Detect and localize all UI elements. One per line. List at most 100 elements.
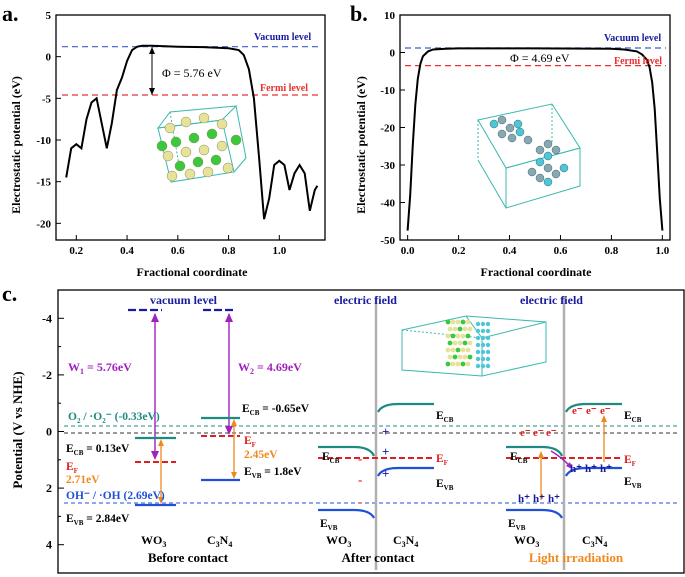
atom (450, 333, 456, 339)
panel-b-letter: b. (350, 1, 368, 26)
hole: h⁺ (518, 493, 530, 505)
y-tick-label: 0 (390, 48, 396, 60)
panel-a-x-ticks: 0.2 0.4 0.6 0.8 1.0 (69, 235, 287, 257)
heterojunction-structure-image (401, 315, 547, 377)
atom (543, 139, 553, 149)
c3n4-label-1: C3N4 (207, 533, 232, 549)
after-wo3-vb (318, 508, 375, 519)
atom (156, 140, 168, 152)
atom (462, 340, 468, 346)
atom (166, 170, 178, 182)
wo3-label-3: WO3 (514, 533, 539, 549)
c-y-tick-label: 0 (46, 425, 52, 439)
minus-sign: - (358, 472, 362, 487)
panel-b-xlabel: Fractional coordinate (481, 265, 593, 279)
light-c3n4-cb (565, 402, 622, 413)
hole: h⁺ (570, 463, 582, 475)
c3n4-label-3: C3N4 (582, 533, 607, 549)
atom (543, 151, 553, 161)
w1-label: W1 = 5.76eV (68, 360, 132, 376)
atom (467, 354, 473, 360)
electric-field-label-2: electric field (520, 293, 583, 307)
before-contact-label: Before contact (148, 550, 229, 565)
y-tick-label: 5 (46, 10, 52, 22)
atom (450, 361, 456, 367)
light-c3n4-evb-label: EVB (624, 476, 642, 490)
plus-sign: + (382, 466, 389, 481)
x-tick-label: 0.0 (401, 245, 415, 257)
atom (485, 349, 491, 355)
atom (559, 163, 569, 173)
x-tick-label: 0.4 (503, 245, 517, 257)
y-tick-label: 0 (46, 52, 52, 64)
panel-c-letter: c. (2, 281, 17, 306)
after-contact-label: After contact (341, 550, 415, 565)
electron: e⁻ (600, 405, 611, 417)
atom (445, 319, 451, 325)
atom (230, 134, 242, 146)
c3n4-label-2: C3N4 (393, 533, 418, 549)
atom (485, 335, 491, 341)
atom (460, 333, 466, 339)
atom (455, 361, 461, 367)
minus-sign: - (358, 494, 362, 509)
panel-b-fermi-label: Fermi level (614, 56, 662, 67)
atom (445, 333, 451, 339)
atom (447, 326, 453, 332)
minus-sign: - (358, 451, 362, 466)
x-tick-label: 0.2 (452, 245, 466, 257)
wo3-label-1: WO3 (141, 533, 166, 549)
panel-b-y-ticks: 10 0 -10 -20 -30 -40 -50 (380, 10, 405, 247)
atom (445, 347, 451, 353)
atom (198, 112, 210, 124)
hole: h⁺ (533, 493, 545, 505)
atom (515, 127, 525, 137)
wo3-label-2: WO3 (326, 533, 351, 549)
c3n4-ecb-label: ECB = -0.65eV (242, 403, 310, 417)
atom (462, 354, 468, 360)
atom (450, 347, 456, 353)
atom (210, 154, 222, 166)
atom (445, 361, 451, 367)
atom (462, 326, 468, 332)
atom (480, 321, 486, 327)
x-tick-label: 0.8 (605, 245, 619, 257)
atom (480, 328, 486, 334)
atom (162, 150, 174, 162)
atom (485, 328, 491, 334)
light-wo3-vb (506, 508, 563, 519)
atom (460, 347, 466, 353)
atom (455, 319, 461, 325)
atom (465, 347, 471, 353)
atom (475, 328, 481, 334)
panel-a-letter: a. (2, 1, 19, 26)
atom (505, 123, 515, 133)
plus-sign: + (382, 444, 389, 459)
panel-c-ylabel: Potential (V vs NHE) (10, 371, 25, 488)
light-irradiation-label: Light irradiation (529, 550, 624, 565)
after-ecb-label: ECB (322, 451, 340, 465)
atom (485, 321, 491, 327)
electron: e⁻ (572, 405, 583, 417)
after-wo3-evb-label: EVB (320, 518, 338, 532)
after-ef-label: EF (436, 453, 448, 467)
panel-a-ylabel: Electrostatic potential (eV) (9, 76, 23, 214)
atom (480, 363, 486, 369)
atom (447, 340, 453, 346)
atom (447, 354, 453, 360)
wo3-ecb-label: ECB = 0.13eV (66, 443, 130, 457)
atom (480, 356, 486, 362)
y-tick-label: -10 (36, 135, 51, 147)
atom (198, 144, 210, 156)
atom (202, 166, 214, 178)
hole: h⁺ (548, 493, 560, 505)
atom (551, 145, 561, 155)
atom (535, 173, 545, 183)
electron: e⁻ (586, 405, 597, 417)
light-c3n4-vb (565, 466, 622, 477)
atom (222, 162, 234, 174)
after-wo3-cb (318, 445, 376, 457)
light-wo3-evb-label: EVB (508, 518, 526, 532)
atom (465, 361, 471, 367)
atom (180, 146, 192, 158)
